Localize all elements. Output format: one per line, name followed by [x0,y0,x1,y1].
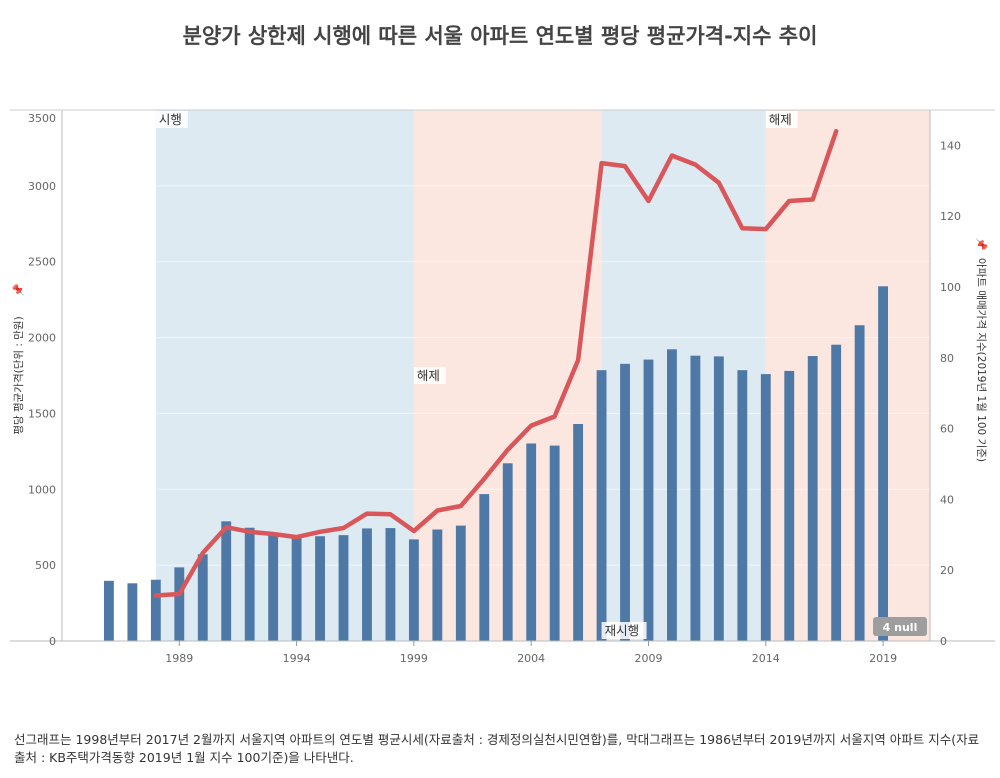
y-right-tick-0: 0 [940,635,947,648]
period-label-3: 해제 [769,112,792,127]
y-left-tick-4: 2000 [28,332,56,345]
chart-title: 분양가 상한제 시행에 따른 서울 아파트 연도별 평당 평균가격-지수 추이 [182,24,818,48]
index-bar-1993 [268,533,279,641]
y-right-tick-7: 140 [940,139,961,152]
index-bar-1990 [197,554,208,641]
index-bar-2000 [432,529,443,641]
index-bar-1995 [315,536,325,641]
y-left-pin-icon[interactable]: 📌 [12,283,25,296]
index-bar-2017 [831,344,842,641]
y-right-tick-6: 120 [940,210,961,223]
index-bar-1987 [127,583,138,641]
y-left-tick-0: 0 [49,635,56,648]
index-bar-1988 [150,579,161,641]
index-bar-1986 [103,580,114,641]
price-line [153,128,839,598]
y-left-label: 평당 평균가격(단위 : 만원) [12,316,25,434]
index-bar-1997 [362,528,372,641]
null-indicator-badge[interactable] [873,617,927,636]
x-tick-5: 2014 [752,652,780,665]
period-band-0 [155,110,414,641]
x-tick-2: 1999 [400,652,428,665]
index-bar-2003 [502,463,513,641]
index-bar-2004 [526,443,537,641]
x-tick-4: 2009 [634,652,662,665]
y-left-tick-5: 2500 [28,256,56,269]
x-tick-0: 1989 [165,652,193,665]
index-bar-1989 [174,567,185,641]
y-left-tick-7: 3500 [28,112,56,125]
index-bar-2006 [573,423,584,641]
period-label-1: 해제 [417,368,440,383]
index-bar-1996 [338,535,349,641]
price-line-layer [153,128,839,598]
x-tick-1: 1994 [283,652,311,665]
x-tick-3: 2004 [517,652,545,665]
index-bar-2015 [784,370,795,641]
y-right-label: 아파트 매매가격 지수(2019년 1월 100 기준) [975,258,988,462]
axes: 0 500 1000 1500 2000 2500 3000 3500 0 20 40 60 80 100… [10,109,995,665]
index-bar-2008 [620,363,630,641]
y-left-tick-1: 500 [35,559,56,572]
index-bar-2010 [667,349,677,641]
period-label-0: 시행 [159,112,182,127]
y-right-pin-icon[interactable]: 📌 [975,237,988,250]
combo-chart: 0 500 1000 1500 2000 2500 3000 3500 0 20 40 60 80 100… [10,109,995,665]
y-left-tick-2: 1000 [28,483,56,496]
index-bar-2014 [760,374,771,641]
period-label-bg-1 [413,367,446,384]
index-bar-2001 [455,525,466,641]
period-label-2: 재시행 [605,623,640,638]
x-tick-6: 2019 [869,652,897,665]
y-right-tick-4: 80 [940,352,954,365]
index-bar-1994 [291,536,302,641]
y-right-tick-3: 60 [940,423,954,436]
index-bar-2019 [878,286,889,641]
index-bar-2005 [549,445,560,641]
y-right-tick-5: 100 [940,281,961,294]
y-right-tick-1: 20 [940,564,954,577]
index-bar-2007 [596,370,607,641]
index-bar-2009 [643,359,654,641]
index-bar-1999 [408,539,419,641]
index-bar-1998 [385,528,396,641]
index-bar-1992 [244,527,255,641]
index-bar-1991 [221,521,232,641]
y-left-tick-3: 1500 [28,407,56,420]
period-label-bg-3 [765,111,798,128]
footnote: 선그래프는 1998년부터 2017년 2월까지 서울지역 아파트의 연도별 평… [14,732,980,765]
index-bar-2013 [737,370,748,641]
period-label-bg-0 [155,111,188,128]
y-left-tick-6: 3000 [28,180,56,193]
index-bars [103,286,889,641]
index-bar-2012 [713,356,724,641]
period-label-bg-2 [601,622,647,639]
index-bar-2018 [854,325,865,641]
y-right-tick-2: 40 [940,493,954,506]
index-bar-2016 [807,356,818,641]
index-bar-2002 [479,494,490,641]
null-indicator-text: 4 null [883,621,918,634]
index-bar-2011 [690,355,701,641]
